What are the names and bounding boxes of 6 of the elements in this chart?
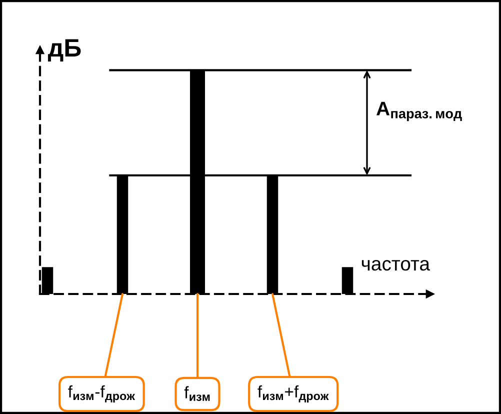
annotation: A$_{параз.мод}$	[376, 102, 462, 122]
x-tick-label: f$_{изм}$+f$_{дрож}$	[258, 385, 329, 402]
x-tick-label: f$_{изм}$	[184, 386, 210, 401]
y-axis-title: дБ	[48, 39, 81, 62]
x-axis-title: частота	[362, 260, 430, 271]
x-tick-label: f$_{изм}$-f$_{дрож}$	[68, 385, 136, 402]
